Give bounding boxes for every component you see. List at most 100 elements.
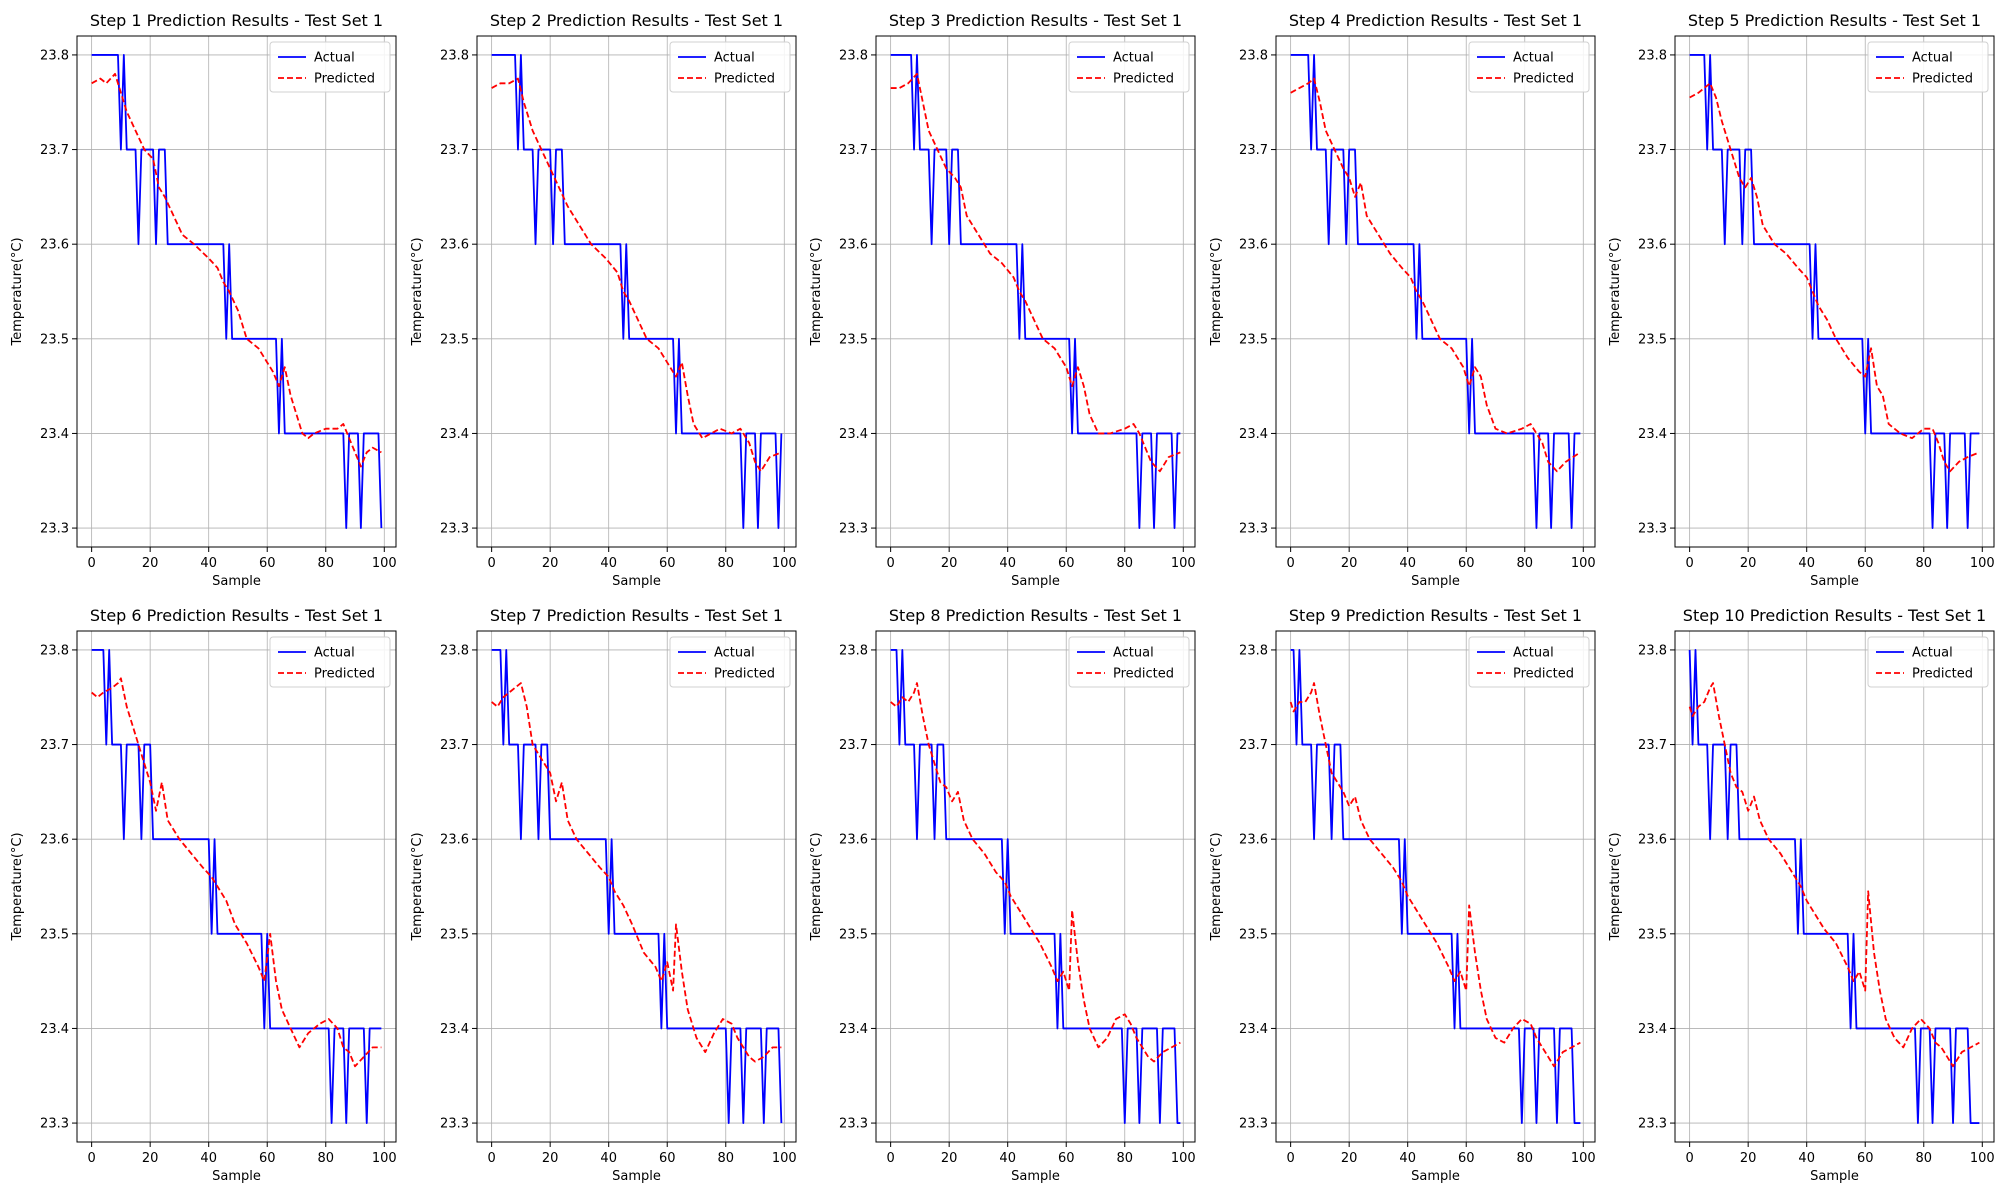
y-tick-label: 23.7 xyxy=(40,143,69,158)
legend-label-predicted: Predicted xyxy=(1912,72,1973,87)
x-tick-label: 20 xyxy=(542,556,559,571)
x-axis-label: Sample xyxy=(212,574,261,589)
y-tick-label: 23.7 xyxy=(839,143,868,158)
plot-frame xyxy=(875,35,1196,548)
y-tick-label: 23.3 xyxy=(440,522,469,537)
y-tick-label: 23.6 xyxy=(1239,833,1268,848)
chart-10: Step 10 Prediction Results - Test Set 1 0… xyxy=(1608,606,1995,1184)
x-axis-label: Sample xyxy=(1411,574,1460,589)
x-tick-label: 40 xyxy=(600,556,617,571)
legend: Actual Predicted xyxy=(269,41,391,93)
x-axis-label: Sample xyxy=(612,1169,661,1184)
y-tick-label: 23.8 xyxy=(40,643,69,658)
legend-box xyxy=(1867,41,1989,93)
y-axis-label: Temperature(°C) xyxy=(809,237,824,346)
x-tick-label: 60 xyxy=(259,556,276,571)
y-tick-label: 23.3 xyxy=(1239,522,1268,537)
series-line-predicted xyxy=(491,682,782,1063)
series-line-actual xyxy=(1290,649,1581,1124)
legend: Actual Predicted xyxy=(269,636,391,688)
chart-5: Step 5 Prediction Results - Test Set 1 0 2… xyxy=(1608,11,1995,589)
legend-box xyxy=(1068,636,1190,688)
legend-label-predicted: Predicted xyxy=(1513,72,1574,87)
plot-frame xyxy=(1674,630,1995,1143)
x-tick-label: 80 xyxy=(1116,556,1133,571)
x-axis-label: Sample xyxy=(212,1169,261,1184)
chart-title: Step 5 Prediction Results - Test Set 1 xyxy=(1688,11,1981,30)
x-tick-label: 0 xyxy=(1685,1151,1693,1166)
y-tick-label: 23.7 xyxy=(1638,143,1667,158)
legend: Actual Predicted xyxy=(1068,636,1190,688)
x-tick-label: 20 xyxy=(941,556,958,571)
legend-box xyxy=(269,41,391,93)
x-tick-label: 60 xyxy=(1058,1151,1075,1166)
series-line-actual xyxy=(1688,649,1980,1124)
y-tick-label: 23.6 xyxy=(1638,833,1667,848)
y-tick-label: 23.3 xyxy=(40,522,69,537)
plot-frame xyxy=(1275,630,1596,1143)
x-tick-label: 40 xyxy=(1798,556,1815,571)
y-tick-label: 23.4 xyxy=(40,427,69,442)
chart-title: Step 10 Prediction Results - Test Set 1 xyxy=(1683,606,1986,625)
chart-title: Step 2 Prediction Results - Test Set 1 xyxy=(490,11,783,30)
series-line-predicted xyxy=(1689,82,1980,473)
x-tick-label: 60 xyxy=(1058,556,1075,571)
series-line-actual xyxy=(491,54,783,529)
y-tick-label: 23.5 xyxy=(839,332,868,347)
x-tick-label: 20 xyxy=(1341,556,1358,571)
y-tick-label: 23.5 xyxy=(1239,332,1268,347)
x-tick-label: 80 xyxy=(1516,1151,1533,1166)
series-line-actual xyxy=(890,649,1181,1124)
x-axis-label: Sample xyxy=(1810,574,1859,589)
y-tick-label: 23.8 xyxy=(1239,643,1268,658)
legend-label-actual: Actual xyxy=(714,646,755,661)
y-tick-label: 23.4 xyxy=(1239,1022,1268,1037)
x-tick-label: 40 xyxy=(600,1151,617,1166)
chart-title: Step 1 Prediction Results - Test Set 1 xyxy=(90,11,383,30)
x-tick-label: 20 xyxy=(941,1151,958,1166)
legend: Actual Predicted xyxy=(1867,41,1989,93)
series-line-predicted xyxy=(91,677,382,1068)
y-axis-label: Temperature(°C) xyxy=(410,832,425,941)
x-tick-label: 100 xyxy=(1571,1151,1596,1166)
legend-box xyxy=(669,41,791,93)
y-tick-label: 23.3 xyxy=(839,1117,868,1132)
series-line-predicted xyxy=(890,72,1181,473)
legend-label-predicted: Predicted xyxy=(714,72,775,87)
legend-label-actual: Actual xyxy=(1113,646,1154,661)
y-axis-label: Temperature(°C) xyxy=(1608,237,1623,346)
legend: Actual Predicted xyxy=(669,41,791,93)
x-tick-label: 100 xyxy=(372,556,397,571)
legend-label-predicted: Predicted xyxy=(1113,72,1174,87)
y-axis-label: Temperature(°C) xyxy=(1209,832,1224,941)
x-axis-label: Sample xyxy=(1810,1169,1859,1184)
x-axis-label: Sample xyxy=(1011,1169,1060,1184)
y-tick-label: 23.8 xyxy=(1638,48,1667,63)
x-tick-label: 100 xyxy=(1171,556,1196,571)
x-tick-label: 60 xyxy=(659,556,676,571)
legend: Actual Predicted xyxy=(1068,41,1190,93)
x-tick-label: 40 xyxy=(200,556,217,571)
x-tick-label: 100 xyxy=(1571,556,1596,571)
x-tick-label: 80 xyxy=(317,556,334,571)
series-line-actual xyxy=(890,54,1181,529)
series-line-predicted xyxy=(491,77,782,473)
x-tick-label: 40 xyxy=(999,1151,1016,1166)
y-tick-label: 23.3 xyxy=(1239,1117,1268,1132)
x-tick-label: 40 xyxy=(999,556,1016,571)
chart-9: Step 9 Prediction Results - Test Set 1 0 2… xyxy=(1209,606,1596,1184)
y-tick-label: 23.6 xyxy=(839,833,868,848)
y-axis-label: Temperature(°C) xyxy=(1608,832,1623,941)
y-tick-label: 23.5 xyxy=(839,927,868,942)
y-axis-label: Temperature(°C) xyxy=(10,832,25,941)
y-tick-label: 23.6 xyxy=(1239,238,1268,253)
y-tick-label: 23.7 xyxy=(1239,738,1268,753)
legend-label-actual: Actual xyxy=(1513,51,1554,66)
series-line-actual xyxy=(1290,54,1581,529)
chart-title: Step 3 Prediction Results - Test Set 1 xyxy=(889,11,1182,30)
legend-label-actual: Actual xyxy=(1113,51,1154,66)
y-tick-label: 23.5 xyxy=(40,927,69,942)
x-tick-label: 20 xyxy=(1740,556,1757,571)
x-tick-label: 0 xyxy=(487,556,495,571)
legend-label-actual: Actual xyxy=(314,51,355,66)
